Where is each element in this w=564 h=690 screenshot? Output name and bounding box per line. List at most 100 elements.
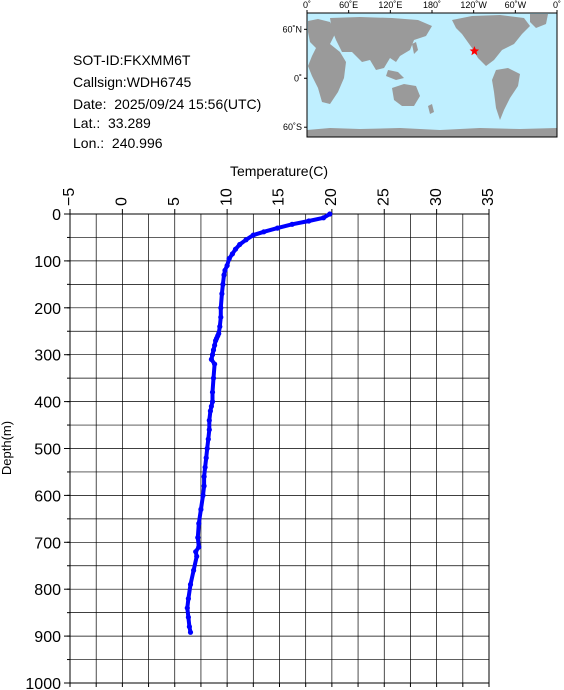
temperature-data-point — [203, 455, 209, 461]
temperature-data-point — [212, 342, 218, 348]
temperature-data-point — [210, 347, 217, 353]
x-tick-label: 25 — [375, 188, 392, 206]
temperature-data-point — [198, 506, 204, 513]
y-tick-label: 500 — [34, 442, 61, 459]
temperature-data-point — [229, 251, 235, 257]
profile-location-marker — [469, 46, 480, 56]
y-axis-ticks: 0 100 200 300 400 500 600 700 800 900 1000 — [25, 207, 70, 690]
temperature-data-point — [193, 549, 199, 555]
temperature-data-point — [219, 291, 225, 297]
temperature-data-point — [261, 229, 267, 235]
temperature-data-point — [327, 211, 333, 217]
map-latitude-labels: 60˚N 0˚ 60˚S — [282, 24, 307, 132]
temperature-data-point — [187, 629, 194, 635]
y-tick-label: 600 — [34, 488, 61, 505]
x-tick-label: 35 — [480, 188, 497, 206]
y-axis-label: Depth(m) — [0, 421, 14, 475]
map-lon-label: 120˚E — [378, 0, 402, 10]
x-tick-label: 15 — [271, 188, 288, 206]
temperature-data-point — [195, 535, 201, 541]
map-lon-label: 60˚E — [339, 0, 358, 10]
temperature-data-point — [194, 553, 200, 560]
x-tick-label: 5 — [166, 197, 183, 206]
temperature-data-point — [320, 215, 327, 221]
temperature-data-point — [237, 241, 243, 248]
y-tick-label: 400 — [34, 395, 61, 412]
temperature-data-point — [196, 544, 202, 550]
x-tick-label: 30 — [428, 188, 445, 206]
temperature-data-point — [274, 225, 280, 231]
longitude-text: Lon.: 240.996 — [73, 135, 163, 151]
temperature-data-point — [289, 221, 295, 227]
temperature-data-point — [196, 520, 202, 527]
y-tick-label: 200 — [34, 301, 61, 318]
temperature-data-point — [201, 483, 207, 489]
temperature-data-point — [202, 464, 208, 470]
temperature-data-point — [187, 581, 194, 588]
map-lon-label: 120˚W — [460, 0, 487, 10]
temperature-data-point — [210, 375, 217, 381]
temperature-data-point — [201, 474, 207, 480]
temperature-data-point — [306, 218, 312, 224]
x-tick-label: 20 — [323, 188, 340, 206]
temperature-data-point — [206, 427, 212, 433]
temperature-profile-chart: −5 0 5 10 15 20 25 30 35 01002003004005006007008… — [0, 163, 497, 690]
temperature-data-point — [250, 232, 256, 238]
map-lat-label: 0˚ — [294, 73, 302, 83]
temperature-series-line — [185, 212, 332, 635]
temperature-data-point — [185, 614, 191, 620]
y-tick-label: 800 — [34, 582, 61, 599]
map-lon-label: 180˚ — [423, 0, 441, 10]
temperature-data-point — [221, 272, 227, 278]
x-tick-label: −5 — [61, 188, 78, 206]
map-lon-label: 0˚ — [303, 0, 311, 10]
map-lon-label: 0˚ — [553, 0, 561, 10]
temperature-data-point — [185, 596, 191, 602]
temperature-data-point — [220, 281, 226, 287]
temperature-data-point — [213, 338, 219, 344]
temperature-data-point — [206, 417, 212, 423]
x-tick-label: 10 — [218, 188, 235, 206]
y-tick-label: 300 — [34, 348, 61, 365]
temperature-data-point — [200, 492, 206, 498]
world-map: 0˚ 60˚E 120˚E 180˚ 120˚W 60˚W 0˚ 60˚N 0˚ 60˚S — [282, 0, 561, 138]
temperature-data-point — [208, 403, 214, 409]
y-tick-label: 100 — [34, 254, 61, 271]
temperature-data-point — [204, 445, 210, 452]
temperature-data-point — [226, 256, 232, 262]
temperature-data-point — [217, 324, 223, 330]
temperature-data-point — [184, 605, 190, 611]
temperature-data-point — [205, 436, 211, 442]
y-tick-label: 1000 — [25, 676, 61, 690]
temperature-data-point — [222, 267, 228, 273]
temperature-data-point — [207, 408, 213, 414]
temperature-data-point — [243, 237, 249, 243]
sot-id-text: SOT-ID:FKXMM6T — [73, 52, 191, 68]
temperature-series-points — [184, 211, 333, 635]
temperature-data-point — [186, 624, 192, 630]
map-lon-label: 60˚W — [505, 0, 527, 10]
map-lat-label: 60˚S — [283, 122, 302, 132]
y-tick-label: 0 — [52, 207, 61, 224]
x-axis-label: Temperature(C) — [230, 163, 328, 179]
temperature-data-point — [218, 305, 224, 311]
map-longitude-labels: 0˚ 60˚E 120˚E 180˚ 120˚W 60˚W 0˚ — [303, 0, 561, 13]
temperature-data-point — [191, 567, 197, 574]
x-axis-ticks: −5 0 5 10 15 20 25 30 35 — [61, 188, 497, 687]
temperature-data-point — [224, 263, 230, 269]
latitude-text: Lat.: 33.289 — [73, 115, 151, 131]
map-land — [307, 14, 557, 137]
callsign-text: Callsign:WDH6745 — [73, 74, 192, 90]
temperature-data-point — [232, 246, 239, 252]
temperature-data-point — [209, 389, 216, 395]
y-tick-label: 900 — [34, 629, 61, 646]
temperature-data-point — [209, 352, 216, 358]
date-text: Date: 2025/09/24 15:56(UTC) — [73, 96, 262, 112]
temperature-data-point — [212, 361, 218, 367]
y-tick-label: 700 — [34, 535, 61, 552]
map-lat-label: 60˚N — [282, 24, 302, 34]
chart-grid — [69, 213, 490, 684]
temperature-data-point — [209, 399, 216, 405]
x-tick-label: 0 — [114, 197, 131, 206]
